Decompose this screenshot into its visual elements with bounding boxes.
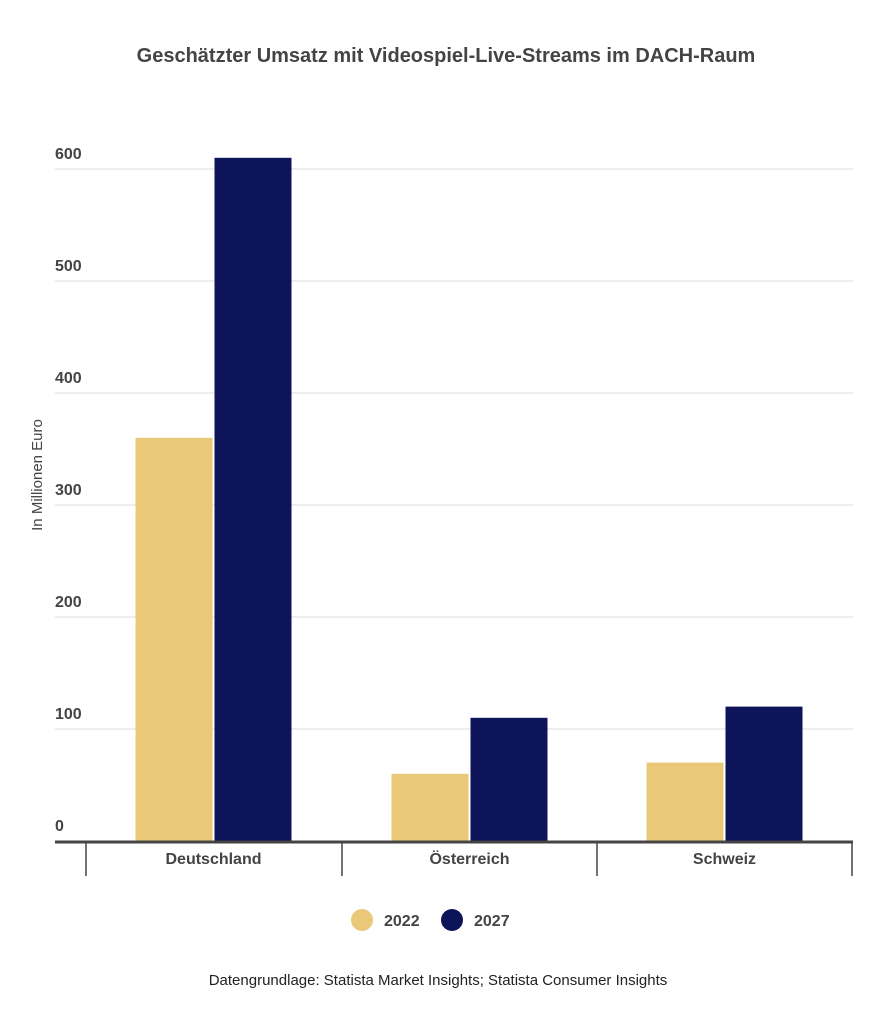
bar-2022-schweiz xyxy=(646,762,724,841)
legend-marker-2027 xyxy=(441,909,463,931)
y-tick-label: 200 xyxy=(55,594,82,611)
bar-2027-schweiz xyxy=(725,706,803,841)
x-tick-label: Schweiz xyxy=(693,851,756,868)
y-tick-label: 400 xyxy=(55,370,82,387)
chart-title: Geschätzter Umsatz mit Videospiel-Live-S… xyxy=(137,45,756,67)
bar-2027-österreich xyxy=(470,717,548,841)
y-tick-label: 500 xyxy=(55,258,82,275)
bar-2027-deutschland xyxy=(214,157,292,842)
bar-2022-österreich xyxy=(391,773,469,841)
y-axis-label: In Millionen Euro xyxy=(29,419,46,531)
legend-label: 2027 xyxy=(474,913,510,930)
y-tick-label: 0 xyxy=(55,818,64,835)
x-tick-label: Österreich xyxy=(429,849,509,868)
y-tick-label: 300 xyxy=(55,482,82,499)
legend-marker-2022 xyxy=(351,909,373,931)
y-tick-label: 600 xyxy=(55,146,82,163)
y-tick-label: 100 xyxy=(55,706,82,723)
x-tick-label: Deutschland xyxy=(165,851,261,868)
bar-2022-deutschland xyxy=(135,437,213,841)
source-note: Datengrundlage: Statista Market Insights… xyxy=(209,972,668,989)
legend-label: 2022 xyxy=(384,913,420,930)
